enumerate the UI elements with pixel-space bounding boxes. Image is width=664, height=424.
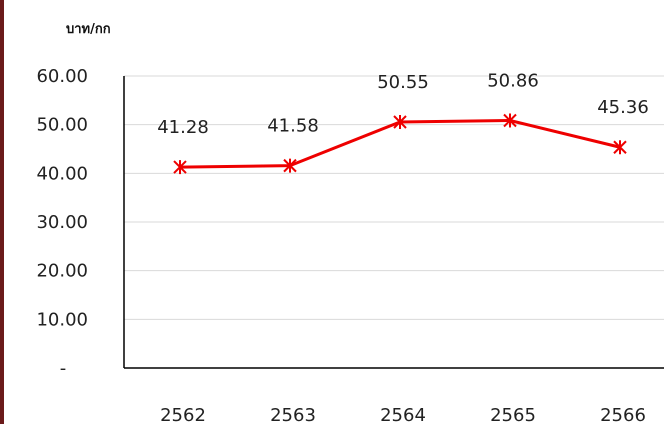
y-tick-labels: - 10.00 20.00 30.00 40.00 50.00 60.00: [36, 66, 88, 379]
y-tick-label: -: [60, 358, 67, 379]
gridlines: [124, 75, 664, 320]
data-label: 45.36: [597, 97, 649, 118]
left-border-strip: [0, 0, 4, 424]
axes: [123, 76, 664, 369]
data-point-marker: [613, 140, 627, 155]
x-tick-label: 2564: [380, 405, 426, 424]
y-unit-label: บาท/กก: [66, 22, 111, 37]
data-point-marker: [173, 160, 187, 175]
data-point-marker: [283, 158, 297, 173]
y-tick-label: 10.00: [36, 309, 88, 330]
series-markers: [173, 113, 627, 175]
data-point-marker: [393, 114, 407, 129]
y-tick-label: 20.00: [36, 261, 88, 282]
x-tick-label: 2562: [160, 405, 206, 424]
y-tick-label: 40.00: [36, 163, 88, 184]
y-tick-label: 30.00: [36, 212, 88, 233]
data-point-marker: [503, 113, 517, 128]
x-tick-label: 2565: [490, 405, 536, 424]
y-tick-label: 60.00: [36, 66, 88, 87]
x-tick-label: 2563: [270, 405, 316, 424]
data-label: 50.86: [487, 70, 539, 91]
data-label: 50.55: [377, 72, 429, 93]
y-tick-label: 50.00: [36, 115, 88, 136]
data-label: 41.58: [267, 116, 319, 137]
x-tick-label: 2566: [600, 405, 646, 424]
data-label: 41.28: [157, 117, 209, 138]
data-labels: 41.28 41.58 50.55 50.86 45.36: [157, 70, 649, 138]
x-tick-labels: 2562 2563 2564 2565 2566: [160, 405, 646, 424]
